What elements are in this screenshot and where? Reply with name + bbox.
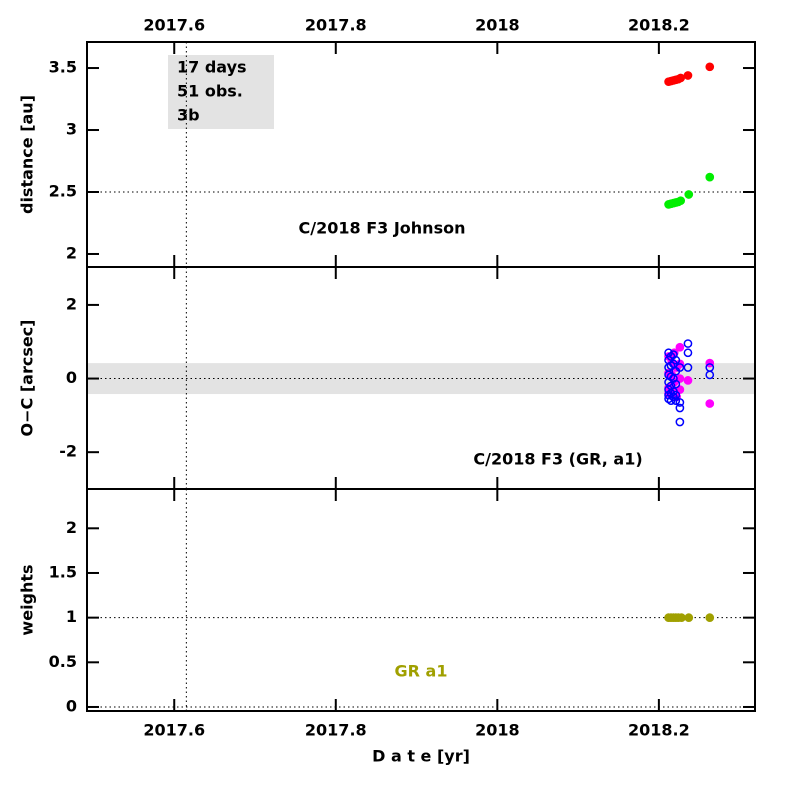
- y-tick-label: 3: [66, 120, 77, 139]
- point: [683, 348, 693, 358]
- point: [675, 398, 685, 407]
- point: [671, 390, 681, 400]
- point: [684, 613, 694, 622]
- point: [705, 399, 715, 408]
- point: [675, 417, 685, 427]
- y-axis-label: O−C [arcsec]: [18, 320, 37, 437]
- panel-label: GR a1: [395, 662, 448, 681]
- point: [705, 172, 715, 182]
- point: [675, 403, 685, 413]
- y-tick-label: 2: [66, 294, 77, 313]
- point: [683, 339, 693, 348]
- y-tick-label: 2: [66, 243, 77, 262]
- y-axis-label: distance [au]: [18, 95, 37, 214]
- point: [676, 196, 686, 206]
- point: [671, 379, 681, 389]
- y-tick-label: 3.5: [49, 58, 77, 77]
- panel-label: C/2018 F3 (GR, a1): [473, 450, 642, 469]
- point: [684, 190, 694, 199]
- point: [676, 73, 686, 83]
- point: [683, 376, 693, 385]
- x-tick-label: 2017.8: [305, 721, 367, 740]
- point: [671, 396, 681, 405]
- y-tick-label: 1.5: [49, 562, 77, 581]
- point: [683, 363, 693, 372]
- point: [677, 613, 686, 622]
- info-text: 17 days: [177, 58, 247, 77]
- x-tick-label: 2018.2: [628, 721, 690, 740]
- info-text: 51 obs.: [177, 82, 243, 101]
- y-tick-label: 0: [66, 696, 77, 715]
- point: [675, 363, 685, 372]
- y-tick-label: 0.5: [49, 652, 77, 671]
- x-tick-label: 2018: [475, 16, 520, 35]
- y-tick-label: 1: [66, 607, 77, 626]
- info-text: 3b: [177, 106, 200, 125]
- y-tick-label: 2.5: [49, 182, 77, 201]
- y-axis-label: weights: [18, 564, 37, 635]
- point: [705, 613, 715, 622]
- plot-frame: [86, 488, 756, 712]
- x-tick-label: 2018.2: [628, 16, 690, 35]
- point: [705, 62, 715, 72]
- x-tick-label: 2017.6: [143, 16, 205, 35]
- y-tick-label: -2: [59, 442, 77, 461]
- point: [666, 361, 676, 371]
- point: [675, 342, 685, 352]
- point: [705, 370, 715, 380]
- y-tick-label: 2: [66, 518, 77, 537]
- x-tick-label: 2018: [475, 721, 520, 740]
- panel-label: C/2018 F3 Johnson: [299, 219, 466, 238]
- info-box: [168, 55, 274, 129]
- x-axis-label: D a t e [yr]: [372, 747, 470, 766]
- x-tick-label: 2017.8: [305, 16, 367, 35]
- x-tick-label: 2017.6: [143, 721, 205, 740]
- point: [683, 71, 693, 80]
- y-tick-label: 0: [66, 368, 77, 387]
- point: [666, 372, 676, 382]
- point: [671, 355, 681, 365]
